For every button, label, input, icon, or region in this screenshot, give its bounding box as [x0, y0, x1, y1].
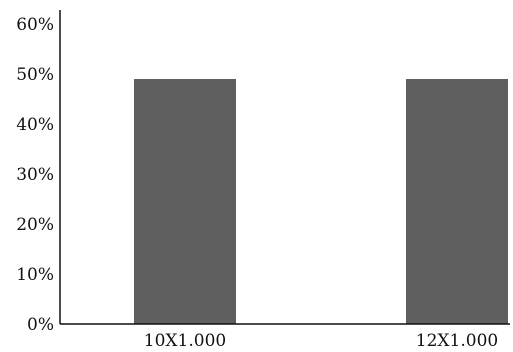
- y-tick-label: 40%: [16, 115, 54, 135]
- y-tick-label: 0%: [27, 315, 54, 335]
- bar: [134, 79, 236, 324]
- y-tick-label: 10%: [16, 265, 54, 285]
- x-tick-label: 12X1.000: [416, 331, 498, 351]
- y-tick-label: 60%: [16, 15, 54, 35]
- bar: [406, 79, 508, 324]
- x-axis-ticks: 10X1.000 12X1.000: [144, 331, 498, 351]
- x-tick-label: 10X1.000: [144, 331, 226, 351]
- y-tick-label: 20%: [16, 215, 54, 235]
- y-axis-ticks: 0% 10% 20% 30% 40% 50% 60%: [16, 15, 54, 335]
- bars: [134, 79, 508, 324]
- y-tick-label: 50%: [16, 65, 54, 85]
- y-tick-label: 30%: [16, 165, 54, 185]
